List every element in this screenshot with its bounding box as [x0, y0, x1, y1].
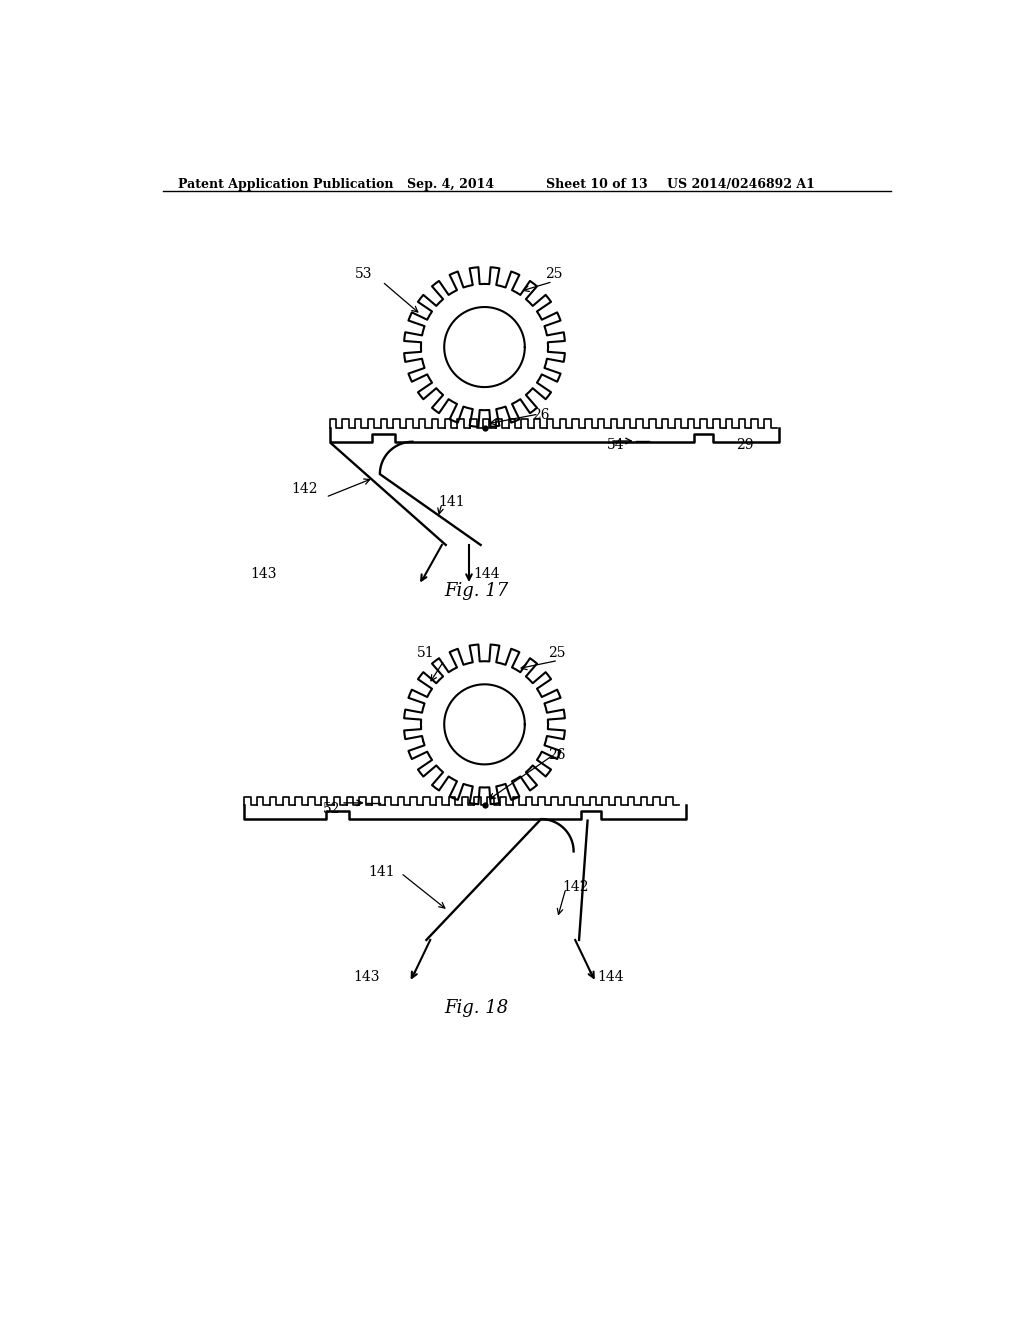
Text: 142: 142 — [292, 482, 317, 496]
Text: 26: 26 — [532, 408, 550, 421]
Text: 143: 143 — [353, 970, 380, 983]
Text: 53: 53 — [354, 267, 372, 281]
Text: 141: 141 — [438, 495, 465, 510]
Text: 143: 143 — [250, 568, 276, 581]
Text: Fig. 17: Fig. 17 — [444, 582, 509, 599]
Text: 29: 29 — [736, 438, 754, 453]
Text: Fig. 18: Fig. 18 — [444, 999, 509, 1018]
Text: 141: 141 — [369, 865, 395, 879]
Text: Patent Application Publication: Patent Application Publication — [178, 178, 394, 190]
Text: 26: 26 — [548, 748, 565, 762]
Text: 25: 25 — [548, 647, 565, 660]
Text: US 2014/0246892 A1: US 2014/0246892 A1 — [667, 178, 814, 190]
Text: Sep. 4, 2014: Sep. 4, 2014 — [407, 178, 495, 190]
Text: 52: 52 — [324, 803, 341, 816]
Text: Sheet 10 of 13: Sheet 10 of 13 — [547, 178, 648, 190]
Text: 54: 54 — [607, 438, 625, 453]
Text: 142: 142 — [562, 880, 589, 895]
Text: 25: 25 — [545, 267, 562, 281]
Text: 144: 144 — [597, 970, 624, 983]
Text: 51: 51 — [417, 647, 434, 660]
Text: 144: 144 — [473, 568, 500, 581]
